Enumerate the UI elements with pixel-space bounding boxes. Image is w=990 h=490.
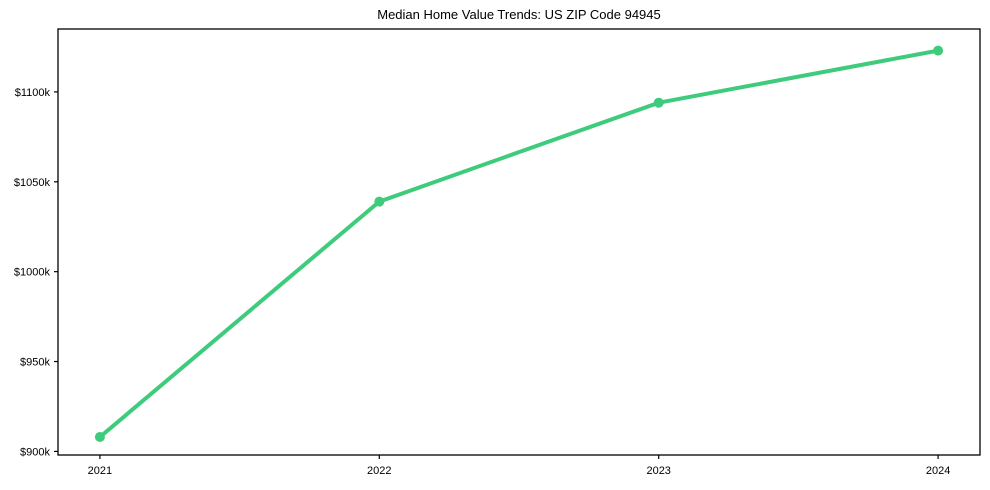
y-tick-label: $1000k: [14, 267, 51, 279]
data-point-marker: [653, 97, 664, 108]
x-tick-label: 2024: [926, 465, 950, 477]
y-tick-label: $950k: [20, 357, 50, 369]
x-tick-label: 2023: [646, 465, 670, 477]
trend-line: [97, 48, 941, 439]
chart-title: Median Home Value Trends: US ZIP Code 94…: [377, 7, 661, 22]
y-tick-label: $900k: [20, 446, 50, 458]
plot-border: [57, 28, 981, 456]
y-tick-label: $1050k: [14, 177, 51, 189]
y-tick-label: $1100k: [15, 87, 51, 99]
data-point-marker: [374, 196, 385, 207]
x-tick-label: 2021: [88, 465, 112, 477]
x-tick-label: 2022: [367, 465, 391, 477]
data-point-marker: [933, 45, 944, 56]
data-point-marker: [94, 432, 105, 442]
